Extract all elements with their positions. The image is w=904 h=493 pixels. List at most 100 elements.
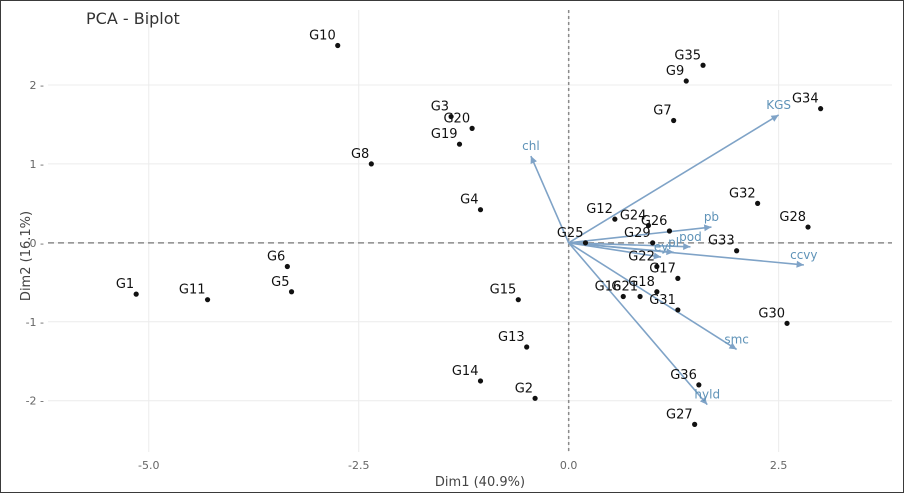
- point-marker: [637, 293, 643, 300]
- variable-label: pod: [679, 230, 702, 244]
- y-tick-label: -2 -: [26, 395, 44, 408]
- point-label: G6: [267, 250, 285, 265]
- variable-label: pb: [704, 210, 719, 224]
- point-label: G28: [779, 210, 806, 225]
- point-marker: [204, 297, 211, 303]
- point-marker: [133, 291, 139, 297]
- y-tick-label: 2 -: [30, 79, 44, 92]
- point-label: G31: [649, 293, 676, 308]
- point-marker: [582, 240, 589, 246]
- point-marker: [645, 222, 652, 229]
- point-marker: [818, 106, 824, 112]
- chart-title: PCA - Biplot: [86, 9, 180, 28]
- point-label: G7: [653, 104, 671, 119]
- point-label: G3: [431, 100, 449, 115]
- point-label: G5: [271, 275, 289, 290]
- variable-label: hyld: [694, 388, 720, 402]
- variable-arrow: [568, 242, 738, 351]
- x-tick-label: -2.5: [348, 459, 369, 472]
- point-label: G14: [452, 364, 479, 379]
- point-marker: [612, 216, 618, 222]
- variable-label: smc: [724, 332, 749, 346]
- point-marker: [805, 224, 811, 230]
- point-marker: [469, 125, 475, 131]
- point-label: G19: [431, 127, 458, 142]
- point-label: G21: [611, 280, 638, 295]
- point-label: G26: [641, 214, 668, 229]
- variable-arrow: [568, 114, 780, 244]
- x-axis-title: Dim1 (40.9%): [435, 475, 525, 490]
- point-label: G1: [116, 277, 134, 292]
- point-label: G18: [628, 275, 655, 290]
- x-tick-label: -5.0: [138, 459, 159, 472]
- point-marker: [734, 248, 740, 254]
- point-label: G35: [674, 48, 701, 63]
- point-marker: [675, 307, 681, 313]
- variable-arrow: [568, 242, 691, 248]
- point-marker: [692, 421, 698, 427]
- variable-arrowhead: [653, 252, 662, 260]
- variable-label: chl: [522, 139, 540, 153]
- grid-layer: [48, 10, 892, 452]
- y-tick-label: -1 -: [26, 316, 44, 329]
- point-marker: [784, 320, 790, 326]
- point-label: G32: [729, 186, 756, 201]
- variable-label: ccvy: [790, 248, 817, 262]
- point-label: G4: [460, 193, 478, 208]
- point-marker: [515, 297, 521, 303]
- x-tick-label: 2.5: [770, 459, 788, 472]
- point-marker: [683, 78, 689, 84]
- point-label: G30: [758, 306, 785, 321]
- variable-arrow: [530, 155, 570, 244]
- axis-ticks: -5.0 -2.5 0.0 2.5 -2 - -1 - 0 - 1 - 2 -: [26, 79, 788, 472]
- point-label: G24: [620, 208, 647, 223]
- point-marker: [524, 344, 530, 350]
- point-label: G2: [515, 381, 533, 396]
- point-label: G13: [498, 330, 525, 345]
- point-label: G29: [624, 226, 651, 241]
- point-marker: [532, 395, 538, 401]
- point-marker: [477, 378, 484, 384]
- variable-label: KGS: [766, 98, 791, 112]
- variable-arrow: [568, 226, 712, 244]
- point-marker: [288, 289, 295, 295]
- point-marker: [654, 289, 660, 295]
- variable-arrowhead: [703, 224, 712, 232]
- y-tick-label: 0 -: [30, 237, 44, 250]
- variable-arrowhead: [530, 156, 537, 165]
- point-label: G25: [557, 226, 584, 241]
- point-label: G20: [443, 111, 470, 126]
- variable-label: pl: [668, 235, 679, 249]
- point-label: G16: [595, 280, 622, 295]
- point-marker: [284, 263, 290, 270]
- point-label: G22: [628, 250, 655, 265]
- point-marker: [620, 293, 626, 300]
- point-marker: [654, 263, 660, 270]
- point-label: G27: [666, 407, 693, 422]
- point-marker: [666, 228, 673, 234]
- variable-arrow: [568, 242, 662, 258]
- point-marker: [368, 161, 374, 167]
- point-marker: [671, 117, 677, 124]
- point-label: G11: [179, 283, 206, 298]
- variable-arrowhead: [728, 342, 737, 350]
- point-marker: [675, 275, 681, 281]
- variable-arrowhead: [770, 114, 779, 122]
- point-label: G34: [792, 92, 819, 107]
- point-label: G8: [351, 147, 369, 162]
- x-tick-label: 0.0: [560, 459, 578, 472]
- variable-arrow: [568, 242, 804, 266]
- variable-arrowhead: [699, 396, 708, 405]
- point-marker: [650, 240, 656, 246]
- point-marker: [755, 200, 761, 206]
- point-marker: [696, 382, 702, 388]
- y-axis-title: Dim2 (16.1%): [19, 211, 34, 301]
- point-marker: [335, 42, 341, 49]
- point-marker: [700, 62, 706, 68]
- y-tick-label: 1 -: [30, 158, 44, 171]
- zero-lines: [48, 10, 892, 452]
